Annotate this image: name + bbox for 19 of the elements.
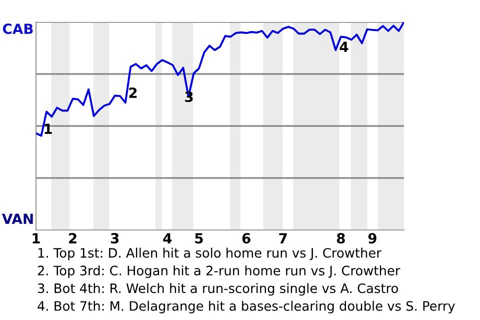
- x-tick-label: 7: [279, 233, 287, 244]
- x-tick-label: 6: [242, 233, 250, 244]
- x-tick-label: 1: [32, 233, 40, 244]
- text: 2. Top 3rd: C. Hogan hit a 2-run home run vs J. Crowther: [38, 265, 400, 278]
- text: VAN: [2, 214, 33, 224]
- annotation: 3: [185, 92, 193, 102]
- annotation: 1: [44, 124, 52, 134]
- x-tick-label: 9: [368, 233, 376, 244]
- x-tick-label: 2: [69, 233, 76, 244]
- annotation: 4: [340, 42, 348, 52]
- x-tick-label: 5: [195, 233, 203, 244]
- text: CAB: [2, 24, 33, 34]
- x-tick-label: 4: [163, 233, 172, 244]
- annotation: 2: [129, 88, 137, 98]
- text: 3. Bot 4th: R. Welch hit a run-scoring single vs A. Castro: [38, 283, 398, 296]
- text: 1. Top 1st: D. Allen hit a solo home run vs J. Crowther: [38, 248, 382, 260]
- text: 4. Bot 7th: M. Delagrange hit a bases-clearing double vs S. Perry: [38, 300, 455, 314]
- x-tick-label: 3: [110, 233, 119, 244]
- x-tick-label: 8: [336, 233, 345, 244]
